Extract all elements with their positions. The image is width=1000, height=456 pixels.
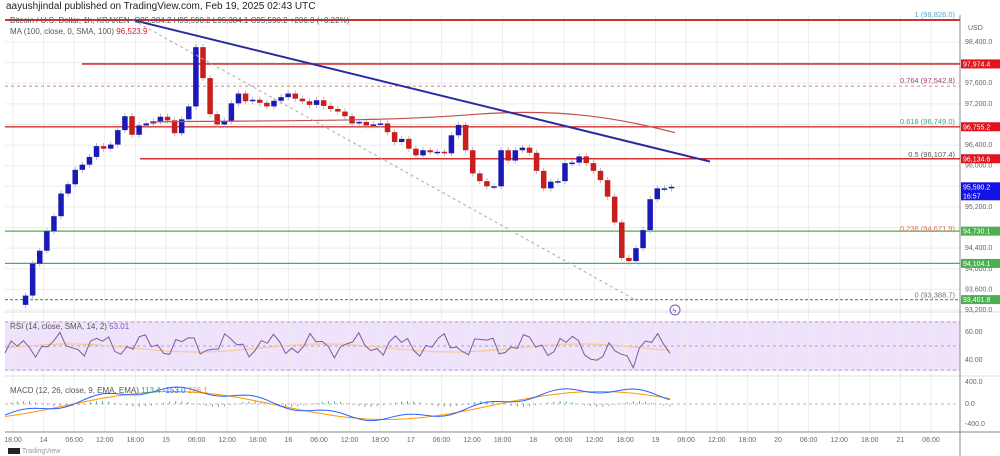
svg-text:93,401.8: 93,401.8	[963, 297, 990, 304]
svg-text:12:00: 12:00	[341, 437, 359, 444]
svg-text:98,400.0: 98,400.0	[965, 39, 992, 46]
macd-pane	[4, 386, 960, 422]
macd-label: MACD (12, 26, close, 9, EMA, EMA)	[10, 386, 139, 395]
svg-text:97,974.4: 97,974.4	[963, 61, 990, 68]
svg-text:06:00: 06:00	[433, 437, 451, 444]
svg-text:12:00: 12:00	[708, 437, 726, 444]
price-tag	[961, 154, 1000, 164]
svg-text:12:00: 12:00	[96, 437, 114, 444]
svg-text:16: 16	[285, 437, 293, 444]
svg-text:18:00: 18:00	[739, 437, 757, 444]
price-tag	[961, 182, 1000, 201]
svg-text:19: 19	[652, 437, 660, 444]
rsi-value: 53.01	[109, 322, 130, 331]
svg-text:17: 17	[407, 437, 415, 444]
svg-text:97,600.0: 97,600.0	[965, 80, 992, 87]
svg-text:60.00: 60.00	[965, 329, 983, 336]
price-tag	[961, 295, 1000, 305]
macd-value-2: -153.0	[162, 386, 186, 395]
svg-text:14: 14	[40, 437, 48, 444]
rsi-band	[5, 321, 960, 371]
svg-text:0.236 (94,671.9): 0.236 (94,671.9)	[900, 224, 956, 233]
svg-text:18:00: 18:00	[494, 437, 512, 444]
svg-text:94,400.0: 94,400.0	[965, 245, 992, 252]
svg-text:96,755.2: 96,755.2	[963, 124, 990, 131]
svg-text:18:00: 18:00	[127, 437, 145, 444]
svg-text:06:00: 06:00	[800, 437, 818, 444]
svg-text:94,730.1: 94,730.1	[963, 229, 990, 236]
svg-text:06:00: 06:00	[555, 437, 573, 444]
svg-text:ϟ: ϟ	[673, 308, 677, 315]
svg-text:12:00: 12:00	[830, 437, 848, 444]
svg-text:18: 18	[529, 437, 537, 444]
svg-text:95,200.0: 95,200.0	[965, 204, 992, 211]
price-tag	[961, 258, 1000, 268]
svg-text:20: 20	[774, 437, 782, 444]
svg-text:18:00: 18:00	[249, 437, 267, 444]
ma-label: MA (100, close, 0, SMA, 100)	[10, 27, 115, 36]
svg-text:96,134.6: 96,134.6	[963, 156, 990, 163]
svg-text:18:00: 18:00	[371, 437, 389, 444]
svg-text:USD: USD	[968, 25, 983, 32]
svg-text:06:00: 06:00	[922, 437, 940, 444]
publish-info: aayushjindal published on TradingView.co…	[6, 1, 316, 12]
svg-text:06:00: 06:00	[310, 437, 328, 444]
candles	[22, 44, 675, 308]
rsi-label: RSI (14, close, SMA, 14, 2)	[10, 322, 107, 331]
svg-text:06:00: 06:00	[188, 437, 206, 444]
svg-text:94,000.0: 94,000.0	[965, 266, 992, 273]
symbol-name: Bitcoin / U.S. Dollar, 1h, KRAKEN	[10, 16, 130, 25]
svg-text:15: 15	[162, 437, 170, 444]
svg-text:18:00: 18:00	[861, 437, 879, 444]
symbol-legend: Bitcoin / U.S. Dollar, 1h, KRAKEN O95,38…	[10, 16, 349, 25]
svg-text:06:00: 06:00	[65, 437, 83, 444]
ohlc-values: O95,384.2 H95,590.2 L95,384.1 C95,590.2 …	[134, 16, 350, 25]
macd-legend: MACD (12, 26, close, 9, EMA, EMA) 113.4 …	[10, 386, 208, 395]
svg-text:06:00: 06:00	[677, 437, 695, 444]
svg-text:96,000.0: 96,000.0	[965, 163, 992, 170]
svg-text:21: 21	[897, 437, 905, 444]
svg-text:12:00: 12:00	[586, 437, 604, 444]
svg-text:94,104.1: 94,104.1	[963, 261, 990, 268]
main-pane[interactable]	[5, 15, 960, 310]
svg-text:0 (93,388.7): 0 (93,388.7)	[915, 290, 956, 299]
price-tag	[961, 226, 1000, 236]
rsi-legend: RSI (14, close, SMA, 14, 2) 53.01	[10, 322, 129, 331]
axes: USD 98,400.0 97,600.0 97,200.0 96,400.0 96,00…	[4, 25, 1000, 444]
tradingview-logo[interactable]: TradingView	[8, 448, 60, 455]
svg-text:-400.0: -400.0	[965, 421, 985, 428]
level-lines: 1 (98,826.0) 0.764 (97,542.8) 0.618 (96,74…	[5, 10, 960, 301]
svg-text:93,200.0: 93,200.0	[965, 307, 992, 314]
tradingview-icon	[8, 448, 20, 455]
svg-text:95,590.2: 95,590.2	[963, 184, 990, 191]
svg-text:40.00: 40.00	[965, 357, 983, 364]
brand-label: TradingView	[21, 448, 61, 455]
svg-text:0.618 (96,749.0): 0.618 (96,749.0)	[900, 117, 956, 126]
price-tag	[961, 122, 1000, 132]
overlays: ϟ	[132, 19, 711, 316]
ma-legend: MA (100, close, 0, SMA, 100) 96,523.9	[10, 27, 147, 36]
svg-text:93,600.0: 93,600.0	[965, 286, 992, 293]
macd-value-3: 266.1	[187, 386, 208, 395]
svg-text:12:00: 12:00	[218, 437, 236, 444]
svg-text:18:00: 18:00	[4, 437, 22, 444]
svg-text:1 (98,826.0): 1 (98,826.0)	[915, 10, 956, 19]
ma-value: 96,523.9	[116, 27, 148, 36]
svg-text:0.5 (96,107.4): 0.5 (96,107.4)	[908, 150, 955, 159]
svg-text:400.0: 400.0	[965, 379, 983, 386]
svg-text:96,400.0: 96,400.0	[965, 142, 992, 149]
svg-text:0.0: 0.0	[965, 401, 975, 408]
macd-value-1: 113.4	[141, 386, 161, 395]
svg-text:0.764 (97,542.8): 0.764 (97,542.8)	[900, 76, 956, 85]
svg-text:12:00: 12:00	[463, 437, 481, 444]
svg-text:16:57: 16:57	[963, 193, 981, 200]
rsi-pane	[4, 321, 960, 371]
svg-text:97,200.0: 97,200.0	[965, 101, 992, 108]
price-tag	[961, 59, 1000, 69]
svg-text:18:00: 18:00	[616, 437, 634, 444]
